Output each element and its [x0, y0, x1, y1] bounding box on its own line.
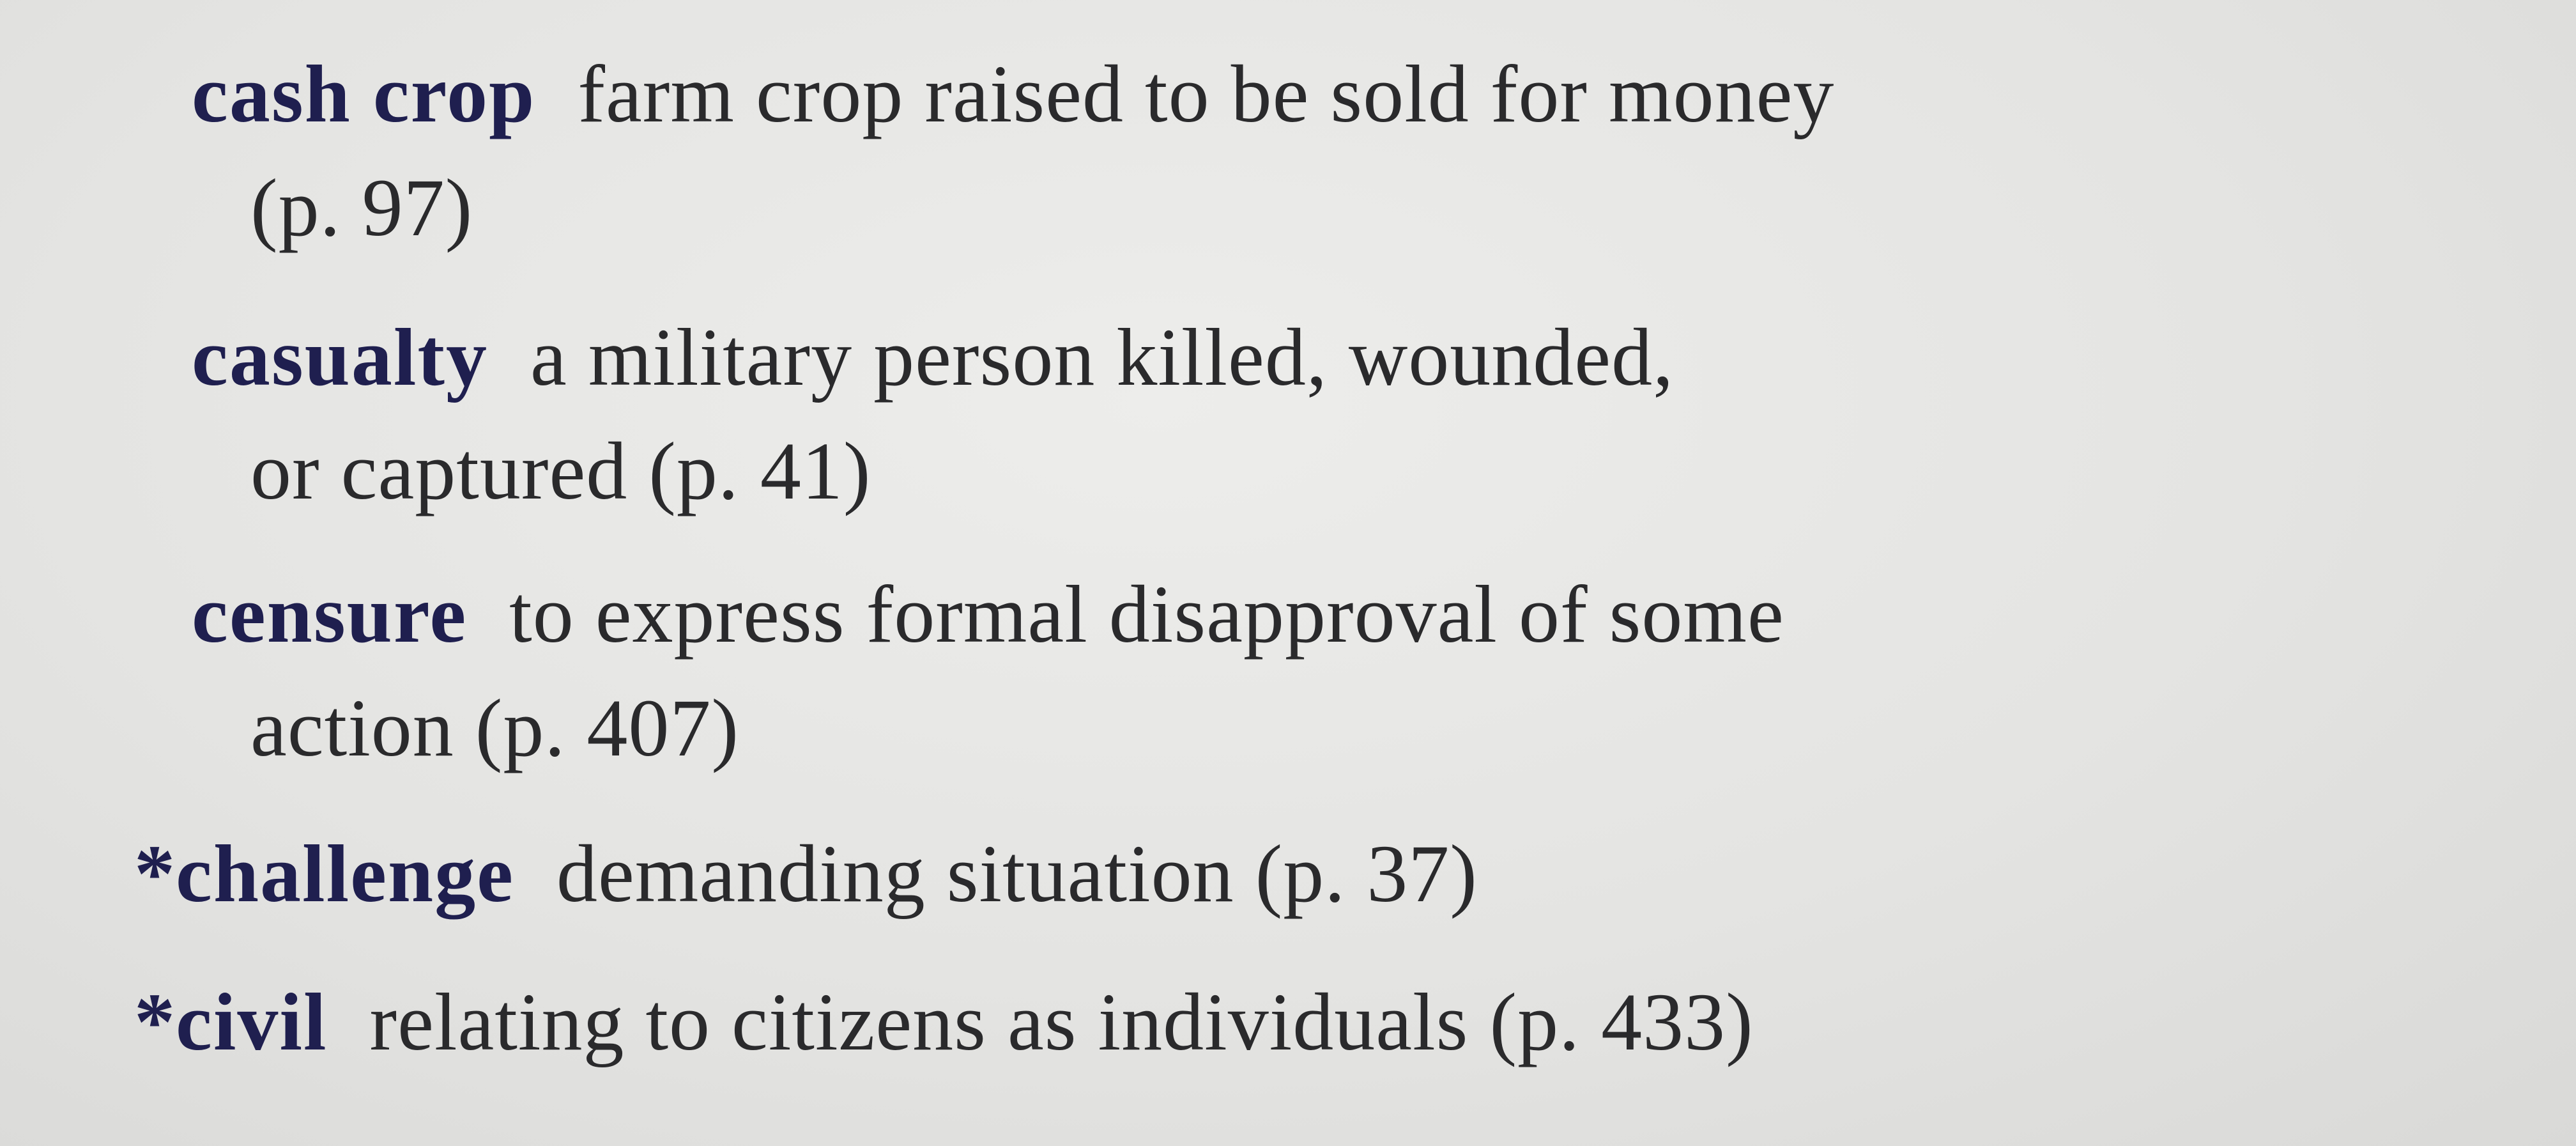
entry-term: casualty: [192, 312, 488, 403]
glossary-entry-cash-crop: cash crop farm crop raised to be sold fo…: [192, 37, 1834, 265]
entry-first-line: *challenge demanding situation (p. 37): [134, 817, 1478, 931]
glossary-entry-casualty: casualty a military person killed, wound…: [192, 300, 1674, 528]
entry-first-line: cash crop farm crop raised to be sold fo…: [192, 37, 1834, 151]
entry-definition: a military person killed, wounded,: [530, 312, 1675, 403]
glossary-entry-censure: censure to express formal disapproval of…: [192, 557, 1784, 785]
key-term-asterisk: *: [134, 828, 176, 919]
glossary-entry-civil: *civil relating to citizens as individua…: [134, 965, 1754, 1079]
entry-term: civil: [176, 977, 328, 1067]
entry-term: cash crop: [192, 49, 536, 139]
entry-definition: demanding situation (p. 37): [556, 828, 1478, 919]
entry-continuation: or captured (p. 41): [250, 426, 871, 516]
entry-term: censure: [192, 569, 468, 660]
entry-first-line: *civil relating to citizens as individua…: [134, 965, 1754, 1079]
glossary-entry-challenge: *challenge demanding situation (p. 37): [134, 817, 1478, 931]
entry-first-line: casualty a military person killed, wound…: [192, 300, 1674, 414]
entry-continuation: (p. 97): [250, 162, 473, 253]
entry-continuation: action (p. 407): [250, 683, 739, 773]
entry-definition: farm crop raised to be sold for money: [578, 49, 1835, 139]
entry-first-line: censure to express formal disapproval of…: [192, 557, 1784, 671]
entry-definition: to express formal disapproval of some: [509, 569, 1784, 660]
entry-term: challenge: [176, 828, 514, 919]
entry-definition: relating to citizens as individuals (p. …: [369, 977, 1754, 1067]
key-term-asterisk: *: [134, 977, 176, 1067]
